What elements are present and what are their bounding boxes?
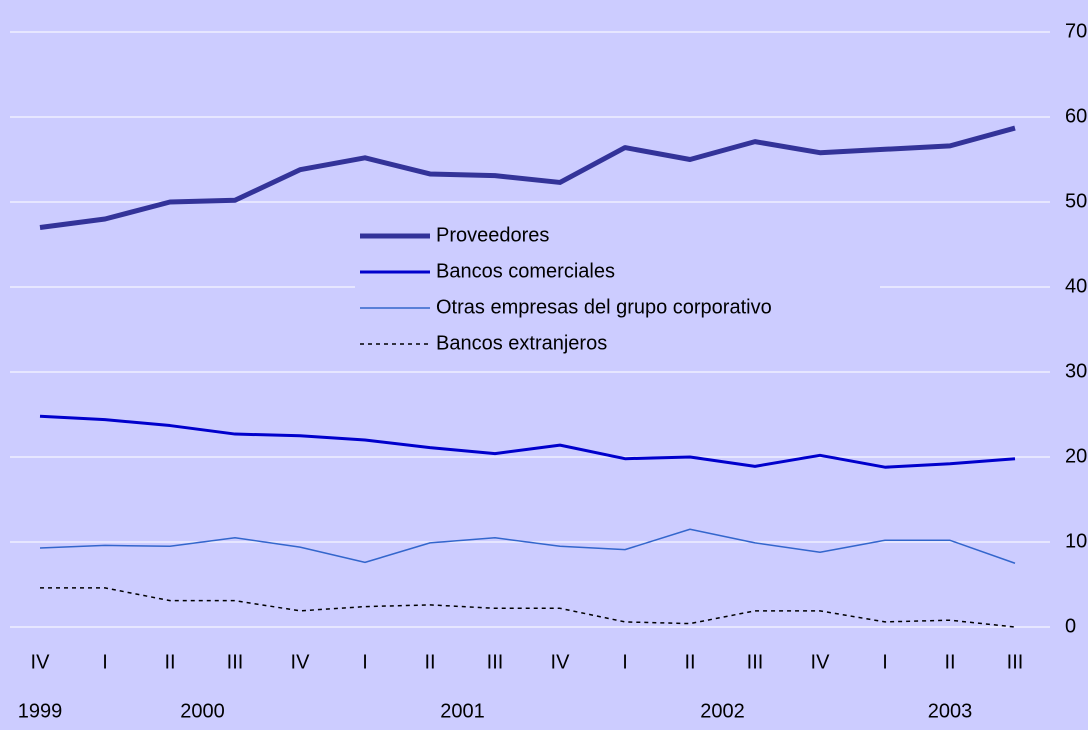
x-tick-label: IV — [811, 651, 831, 673]
y-tick-label: 30 — [1065, 360, 1087, 382]
legend-label: Bancos comerciales — [436, 260, 615, 282]
x-tick-label: IV — [551, 651, 571, 673]
x-tick-label: II — [164, 651, 175, 673]
y-tick-label: 60 — [1065, 105, 1087, 127]
x-tick-label: II — [424, 651, 435, 673]
x-tick-label: III — [747, 651, 764, 673]
x-tick-label: I — [882, 651, 888, 673]
y-tick-label: 50 — [1065, 190, 1087, 212]
x-tick-label: IV — [31, 651, 51, 673]
y-tick-label: 40 — [1065, 275, 1087, 297]
legend-box — [355, 218, 880, 362]
x-tick-label: IV — [291, 651, 311, 673]
x-group-label: 2001 — [440, 700, 485, 722]
legend-label: Otras empresas del grupo corporativo — [436, 296, 772, 318]
x-group-label: 2002 — [700, 700, 745, 722]
x-group-label: 2003 — [928, 700, 973, 722]
x-group-label: 2000 — [180, 700, 225, 722]
y-tick-label: 20 — [1065, 445, 1087, 467]
series-line — [39, 125, 1016, 230]
series-line — [39, 528, 1016, 564]
x-tick-label: II — [684, 651, 695, 673]
x-group-label: 1999 — [18, 700, 63, 722]
y-tick-label: 10 — [1065, 530, 1087, 552]
series-line — [39, 414, 1016, 469]
x-tick-label: III — [1007, 651, 1024, 673]
legend-label: Bancos extranjeros — [436, 332, 607, 354]
series-line — [40, 587, 1016, 628]
y-tick-label: 0 — [1065, 615, 1076, 637]
x-tick-label: III — [227, 651, 244, 673]
x-tick-label: III — [487, 651, 504, 673]
y-tick-label: 70 — [1065, 20, 1087, 42]
legend-label: Proveedores — [436, 224, 549, 246]
x-tick-label: I — [622, 651, 628, 673]
x-tick-label: I — [362, 651, 368, 673]
x-tick-label: I — [102, 651, 108, 673]
x-tick-label: II — [944, 651, 955, 673]
